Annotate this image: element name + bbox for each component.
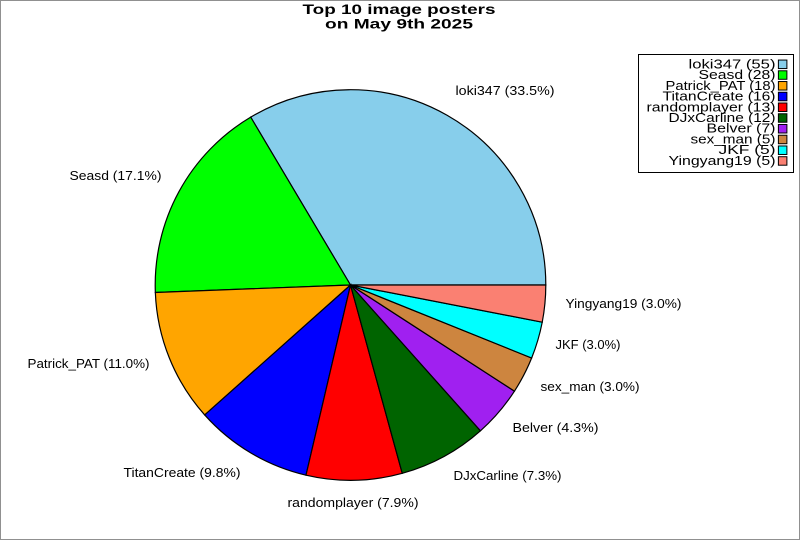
svg-text:DJxCarline (12): DJxCarline (12) [669, 110, 776, 125]
svg-text:JKF (5): JKF (5) [719, 142, 776, 157]
svg-text:randomplayer (13): randomplayer (13) [647, 99, 776, 114]
svg-text:Yingyang19 (3.0%): Yingyang19 (3.0%) [566, 296, 682, 311]
svg-text:loki347 (55): loki347 (55) [689, 56, 776, 71]
svg-text:Belver (7): Belver (7) [707, 121, 776, 136]
svg-text:TitanCreate (16): TitanCreate (16) [663, 89, 776, 104]
svg-text:Belver (4.3%): Belver (4.3%) [513, 420, 599, 435]
svg-text:sex_man (3.0%): sex_man (3.0%) [541, 379, 640, 394]
svg-text:Seasd (28): Seasd (28) [699, 67, 776, 82]
svg-text:on May 9th 2025: on May 9th 2025 [325, 15, 473, 31]
svg-text:JKF (3.0%): JKF (3.0%) [556, 337, 621, 352]
svg-text:TitanCreate (9.8%): TitanCreate (9.8%) [124, 465, 241, 480]
svg-text:Top 10 image posters: Top 10 image posters [303, 1, 496, 17]
svg-text:Patrick_PAT (11.0%): Patrick_PAT (11.0%) [28, 356, 150, 371]
svg-text:DJxCarline (7.3%): DJxCarline (7.3%) [454, 468, 562, 483]
svg-text:loki347 (33.5%): loki347 (33.5%) [456, 83, 555, 98]
svg-text:Seasd (17.1%): Seasd (17.1%) [70, 168, 162, 183]
svg-text:Yingyang19 (5): Yingyang19 (5) [669, 153, 776, 168]
svg-text:sex_man (5): sex_man (5) [691, 131, 776, 146]
svg-text:Patrick_PAT (18): Patrick_PAT (18) [666, 78, 776, 93]
svg-text:randomplayer (7.9%): randomplayer (7.9%) [288, 495, 419, 510]
